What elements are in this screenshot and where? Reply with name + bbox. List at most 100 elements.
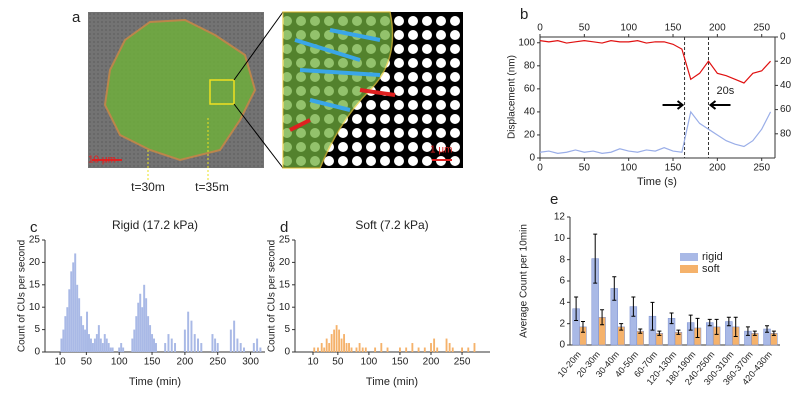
histogram-bar: [200, 343, 203, 352]
error-bar: [714, 318, 719, 335]
histogram-bar: [147, 316, 150, 352]
x-tick-label: 250: [454, 357, 471, 368]
x2-tick-label: 150: [665, 23, 682, 34]
histogram-bar: [214, 338, 217, 352]
y2-tick-label: 80: [780, 128, 792, 139]
error-bar: [580, 321, 585, 333]
error-bar: [612, 276, 617, 301]
histogram-bar: [243, 347, 245, 352]
error-bar: [593, 233, 598, 284]
histogram-bar: [451, 347, 454, 352]
histogram-bar: [259, 347, 262, 352]
x-tick-label: 250: [209, 357, 226, 368]
arrow: [662, 100, 685, 110]
histogram-bar: [149, 325, 152, 352]
error-bar: [745, 326, 750, 336]
histogram-bar: [467, 347, 470, 352]
cell-outline: [103, 18, 257, 162]
histogram-bar: [170, 338, 173, 352]
panel-label: d: [280, 219, 288, 236]
x-tick-label: 200: [177, 357, 194, 368]
y-tick-label: 40: [524, 107, 536, 118]
x-tick-label: 50: [81, 357, 93, 368]
x2-tick-label: 0: [537, 23, 543, 34]
histogram-bar: [380, 343, 383, 352]
time-label: t=35m: [195, 180, 229, 194]
histogram-bar: [141, 307, 144, 352]
histogram-bar: [151, 334, 154, 352]
error-bar: [638, 328, 643, 334]
x-tick-label: 50: [332, 357, 344, 368]
histogram-bar: [417, 347, 420, 352]
x-tick-label: 50: [579, 163, 591, 174]
zoom-line: [233, 103, 284, 169]
y-axis-label: Displacement (nm): [507, 55, 518, 139]
error-bar: [726, 316, 731, 327]
chart-title: Soft (7.2 kPa): [355, 218, 428, 232]
histogram-bar: [399, 347, 401, 352]
histogram-bar: [97, 325, 100, 352]
error-bar: [619, 323, 624, 331]
x2-tick-label: 200: [709, 23, 726, 34]
y2-tick-label: 20: [780, 56, 792, 67]
histogram-bar: [461, 347, 463, 352]
histogram-bar: [78, 298, 81, 352]
histogram-bar: [155, 343, 157, 352]
histogram-bar: [105, 338, 108, 352]
histogram-bar: [330, 334, 333, 352]
y-axis-label: Average Count per 10min: [519, 224, 530, 338]
x-axis-label: Time (s): [637, 176, 677, 188]
histogram-bar: [340, 338, 343, 352]
legend-label: rigid: [702, 251, 723, 263]
legend-swatch: [680, 253, 698, 261]
histogram-bar: [325, 338, 328, 352]
y-tick-label: 0: [529, 153, 535, 164]
histogram-bar: [74, 253, 77, 352]
histogram-bar: [91, 343, 94, 352]
x-tick-label: 100: [361, 357, 378, 368]
y-tick-label: 6: [559, 276, 565, 287]
y-tick-label: 15: [279, 279, 291, 290]
image-panel: a 10 µm 1 µm t=30m t=35m: [72, 9, 463, 194]
histogram-bar: [473, 343, 476, 352]
histogram-bar: [80, 316, 83, 352]
error-bar: [574, 296, 579, 321]
histogram-bar: [374, 347, 377, 352]
y-tick-label: 10: [279, 302, 291, 313]
histogram-bar: [317, 347, 319, 352]
error-bar: [600, 309, 605, 326]
x-tick-label: 250: [753, 163, 770, 174]
histogram-bar: [320, 343, 323, 352]
error-bar: [752, 330, 757, 336]
y-tick-label: 10: [554, 233, 566, 244]
y-tick-label: 25: [279, 235, 291, 246]
x-axis-label: Time (min): [366, 376, 418, 388]
data-line: [539, 110, 772, 155]
x-tick-label: 150: [665, 163, 682, 174]
x2-tick-label: 250: [753, 23, 770, 34]
data-line: [539, 40, 772, 84]
y-tick-label: 5: [284, 324, 290, 335]
panel-label: a: [72, 9, 81, 26]
histogram-bar: [197, 338, 199, 352]
scale-label: 1 µm: [430, 145, 452, 156]
histogram-bar: [239, 343, 242, 352]
x-axis-label: Time (min): [129, 376, 181, 388]
histogram-bar: [433, 338, 436, 352]
histogram-bar: [135, 316, 138, 352]
annotation: 20s: [716, 85, 734, 97]
zoom-box: [209, 79, 235, 105]
error-bar: [657, 330, 662, 336]
y-tick-label: 0: [34, 347, 40, 358]
histogram-bar: [76, 284, 79, 352]
histogram-bar: [335, 325, 338, 352]
histogram-bar: [99, 338, 102, 352]
histogram-bar: [109, 347, 112, 352]
histogram-bar: [70, 271, 73, 352]
histogram-bar: [60, 338, 63, 352]
error-bar: [733, 316, 738, 337]
legend-swatch: [680, 265, 698, 273]
y-tick-label: 20: [524, 130, 536, 141]
histogram-bar: [423, 347, 426, 352]
histogram-bar: [211, 334, 214, 352]
